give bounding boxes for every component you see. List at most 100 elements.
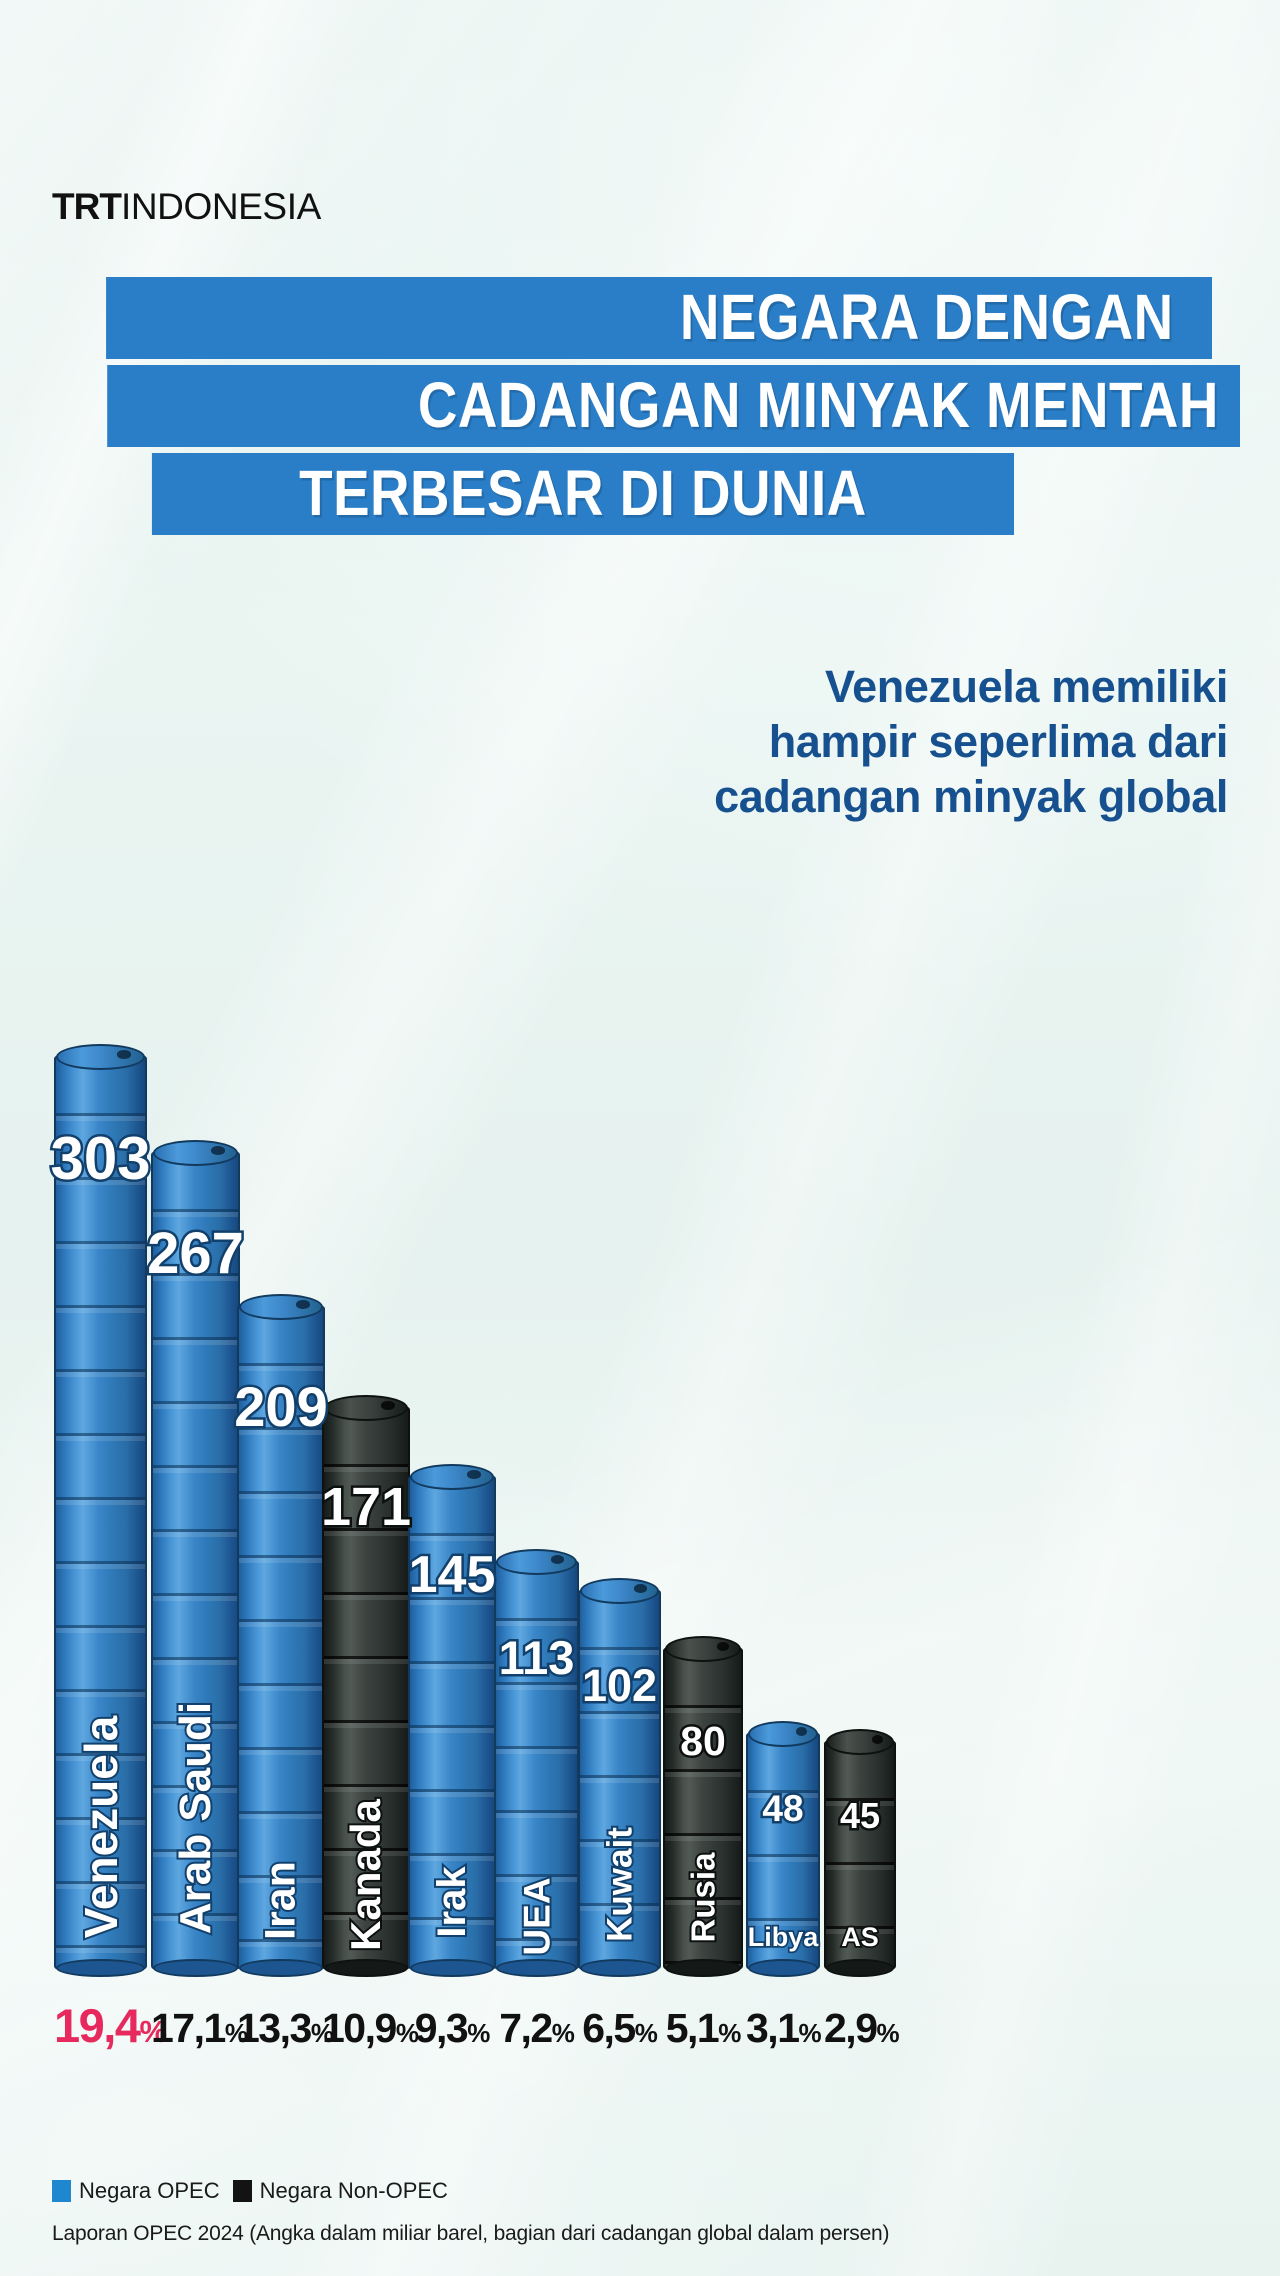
share-percent-venezuela: 19,4% [54,2002,167,2049]
barrel-bung-icon [381,1401,395,1410]
bar-country-label: Iran [255,1859,307,1942]
barrel-stack-icon [824,1729,896,1977]
barrel-bung-icon [210,1146,225,1155]
barrel-bung-icon [551,1555,565,1564]
barrel-stack-icon [237,1294,325,1977]
share-percent-value: 5,1 [665,2005,720,2051]
brand-name-bold: TRT [52,186,122,227]
share-percent-kuwait: 6,5% [578,2008,661,2049]
barrel-base-icon [748,1959,818,1977]
percent-sign: % [634,2018,658,2048]
title-line-3-text: TERBESAR DI DUNIA [299,457,867,530]
share-percent-kanada: 10,9% [322,2005,419,2051]
barrel-bung-icon [633,1584,647,1593]
barrel-base-icon [496,1959,577,1977]
percent-sign: % [718,2018,741,2048]
title-line-1-text: NEGARA DENGAN [679,281,1174,354]
share-percent-as: 2,9% [824,2005,900,2051]
bar-value-label: 171 [318,1477,413,1537]
legend-swatch-nonopec-icon [232,2180,252,2202]
barrel-bar-chart: 303 Venezuela 267 Arab Saudi 209 Iran 171 Kanad… [44,560,1236,1977]
share-percent-uea: 7,2% [494,2008,579,2049]
subtitle-line-1: Venezuela memiliki [824,661,1228,712]
barrel-base-icon [665,1959,741,1977]
share-percent-iran: 13,3% [237,2005,334,2051]
share-percent-rusia: 5,1% [663,2008,743,2049]
percent-sign: % [224,2018,248,2048]
barrel-lid-icon [826,1729,894,1755]
bar-country-label: Kuwait [598,1825,641,1944]
bar-value-label: 80 [678,1718,729,1764]
barrel-lid-icon [580,1578,659,1604]
title-line-1: NEGARA DENGAN [106,277,1212,359]
subtitle-line-3: cadangan minyak global [714,770,1228,822]
bar-value-label: 209 [232,1375,330,1438]
bar-value-label: 145 [406,1546,498,1604]
barrel-base-icon [410,1959,494,1977]
barrel-bung-icon [467,1470,481,1479]
barrel-stack-icon [54,1044,147,1977]
bar-value-label: 267 [145,1221,247,1286]
barrel-lid-icon [153,1140,238,1166]
percent-sign: % [467,2018,490,2048]
bar-country-label: Irak [428,1865,476,1940]
barrel-stack-icon [746,1721,820,1977]
title-line-3: TERBESAR DI DUNIA [151,453,1014,535]
legend-item-opec: Negara OPEC [52,2178,220,2204]
bar-value-label: 113 [496,1631,577,1684]
share-percent-value: 6,5 [582,2005,636,2051]
barrel-base-icon [826,1959,894,1977]
legend-swatch-opec-icon [52,2180,71,2202]
barrel-lid-icon [748,1721,818,1747]
share-percent-value: 9,3 [414,2005,469,2051]
barrel-stack-icon [663,1636,743,1977]
percent-sign: % [310,2018,334,2048]
brand-logo: TRTINDONESIA [52,188,321,225]
bar-column-kuwait: 102 Kuwait [578,1578,661,1977]
bar-country-label: AS [840,1922,881,1953]
bar-column-iran: 209 Iran [232,1294,330,1977]
bar-country-label: UEA [514,1875,559,1957]
subtitle-block: Venezuela memiliki hampir seperlima dari… [588,660,1228,825]
barrel-stack-icon [578,1578,661,1977]
barrel-base-icon [580,1959,659,1977]
subtitle-line-2: hampir seperlima dari [768,715,1229,767]
share-percent-value: 13,3 [237,2005,312,2051]
brand-name-light: INDONESIA [120,186,321,227]
bar-column-rusia: 80 Rusia [663,1636,743,1977]
share-percent-row: 19,4% 17,1% 13,3% 10,9% 9,3% 7,2% 6,5% 5,1% 3,1%… [44,1985,1236,2049]
title-line-2-text: CADANGAN MINYAK MENTAH [417,369,1219,442]
barrel-lid-icon [56,1044,145,1070]
percent-sign: % [395,2018,419,2048]
percent-sign: % [876,2018,900,2048]
title-block: NEGARA DENGAN CADANGAN MINYAK MENTAH TER… [0,277,1280,541]
barrel-stack-icon [494,1549,579,1977]
barrel-base-icon [239,1959,323,1977]
bar-column-libya: 48 Libya [746,1721,820,1977]
bar-column-kanada: 171 Kanada [318,1395,414,1977]
barrel-base-icon [324,1959,408,1977]
barrel-stack-icon [322,1395,410,1977]
share-percent-value: 7,2 [499,2005,553,2051]
legend-label-opec: Negara OPEC [79,2178,220,2203]
bar-column-as: 45 AS [824,1729,896,1977]
percent-sign: % [798,2018,822,2048]
bar-country-label: Libya [746,1922,820,1953]
barrel-lid-icon [324,1395,408,1421]
share-percent-arab-saudi: 17,1% [151,2008,248,2049]
bar-column-uea: 113 UEA [494,1549,579,1977]
legend-label-nonopec: Negara Non-OPEC [259,2178,448,2203]
bar-country-label: Rusia [683,1850,724,1944]
share-percent-value: 10,9 [322,2005,397,2051]
barrel-stack-icon [408,1464,496,1977]
bar-country-label: Kanada [340,1797,391,1953]
barrel-lid-icon [239,1294,323,1320]
bar-column-venezuela: 303 Venezuela [48,1044,153,1977]
bar-column-irak: 145 Irak [406,1464,498,1977]
barrel-bung-icon [296,1300,310,1309]
barrel-lid-icon [665,1636,741,1662]
bar-column-arab-saudi: 267 Arab Saudi [145,1140,246,1977]
share-percent-value: 2,9 [824,2005,878,2051]
bar-value-label: 45 [837,1795,882,1836]
